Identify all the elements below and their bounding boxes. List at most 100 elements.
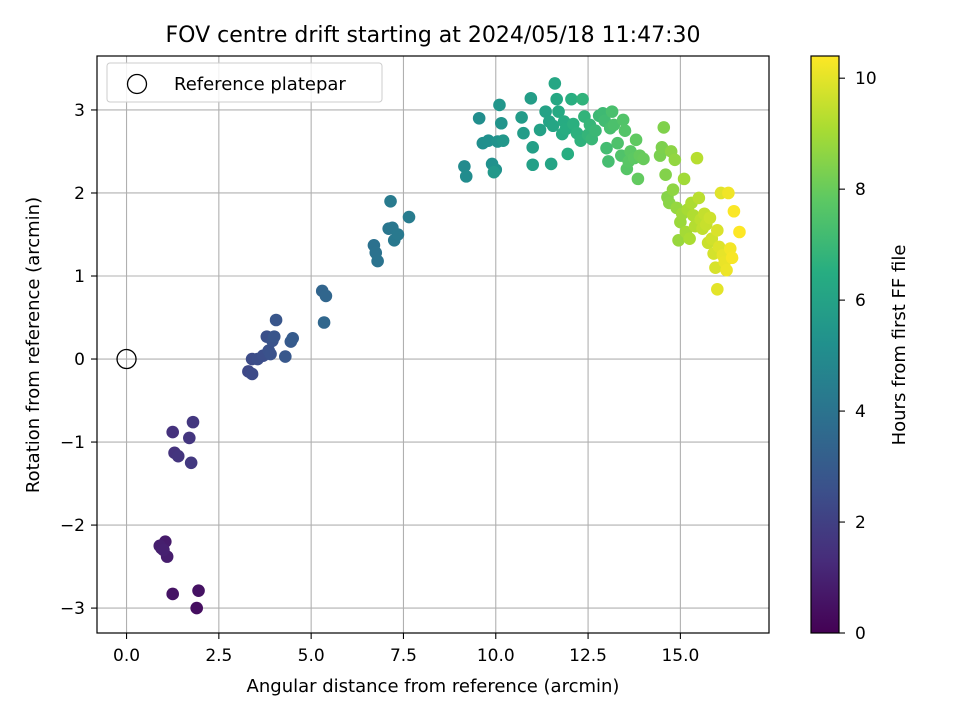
data-point [184,456,198,470]
data-point [482,134,495,147]
data-point [666,183,680,196]
data-point [190,601,203,615]
y-tick-label: 2 [74,184,85,204]
x-tick-label: 15.0 [661,646,699,666]
x-tick-label: 2.5 [205,646,232,666]
legend: Reference platepar [106,62,383,103]
legend-box [106,62,383,103]
x-axis-ticks: 0.0 2.5 5.0 7.5 10.0 12.5 15.0 [113,633,699,666]
chart-title: FOV centre drift starting at 2024/05/18 … [166,23,701,48]
colorbar-tick-label: 0 [855,624,866,644]
x-tick-label: 10.0 [477,646,515,666]
data-point [709,261,722,275]
data-point [668,153,682,167]
grid-lines [97,56,769,633]
data-point [267,330,281,343]
data-point [183,431,196,445]
data-point [493,98,506,112]
data-point [720,263,733,277]
colorbar-tick-label: 6 [855,291,866,311]
colorbar-label: Hours from first FF file [889,245,910,446]
data-point [548,77,562,90]
colorbar-tick-label: 2 [855,513,866,533]
data-point [487,165,501,179]
colorbar-tick-label: 8 [855,180,866,200]
data-point [524,92,538,105]
colorbar [810,55,840,634]
data-point [166,425,179,439]
data-point [186,415,200,429]
y-tick-label: 3 [74,101,85,121]
legend-label: Reference platepar [174,74,346,95]
data-point [157,543,170,557]
data-point [496,134,510,147]
x-axis-label: Angular distance from reference (arcmin) [247,676,620,697]
data-point [677,172,691,186]
data-point [711,282,724,296]
plot-frame [96,55,770,634]
data-point [659,168,672,182]
x-tick-label: 5.0 [298,646,325,666]
data-point [526,158,539,172]
data-point [459,170,473,183]
data-point [517,126,530,140]
data-point [637,152,650,166]
data-point [618,124,632,138]
colorbar-tick-label: 4 [855,402,866,422]
data-point [384,194,397,208]
data-point [171,449,185,463]
data-point [550,92,563,106]
data-point [546,119,560,133]
data-point [703,211,717,225]
data-point [319,289,333,303]
y-axis-label: Rotation from reference (arcmin) [23,197,44,493]
data-point [561,147,575,161]
data-point [526,141,539,154]
data-point [515,111,528,124]
data-point [602,155,615,168]
data-point [683,232,696,245]
data-point [565,92,578,106]
data-point [600,141,613,155]
data-point [605,105,619,118]
colorbar-ticks: 0 2 4 6 8 10 [839,69,877,644]
data-point [576,92,589,106]
data-point [690,151,704,165]
data-point [402,210,416,224]
data-point [472,111,486,125]
data-point [631,172,645,186]
data-point [616,113,630,127]
data-point [245,367,259,381]
data-point [711,224,724,237]
data-point [391,228,405,241]
data-point [607,118,621,132]
data-point [264,347,277,361]
data-point [657,121,671,134]
data-point [539,105,552,118]
data-point [269,313,283,327]
data-point [727,204,741,218]
x-tick-label: 7.5 [390,646,417,666]
colorbar-tick-label: 10 [855,69,877,89]
reference-platepar-marker [116,348,137,370]
data-point [552,105,565,118]
data-point [725,251,739,265]
data-point [692,191,706,205]
legend-marker-open-circle [126,73,148,95]
data-point [611,136,624,150]
y-tick-label: 0 [74,350,85,370]
data-point [589,124,602,138]
data-point [371,254,384,268]
y-tick-label: 1 [74,267,85,287]
y-tick-label: −1 [60,433,85,453]
data-point [458,160,471,173]
data-point [533,123,547,137]
data-point [629,133,643,147]
x-tick-label: 12.5 [569,646,607,666]
data-point [286,331,299,345]
data-points [116,77,746,615]
data-point [192,584,205,597]
y-axis-ticks: −3 −2 −1 0 1 2 3 [60,101,97,619]
data-point [733,225,746,239]
data-point [672,234,685,247]
